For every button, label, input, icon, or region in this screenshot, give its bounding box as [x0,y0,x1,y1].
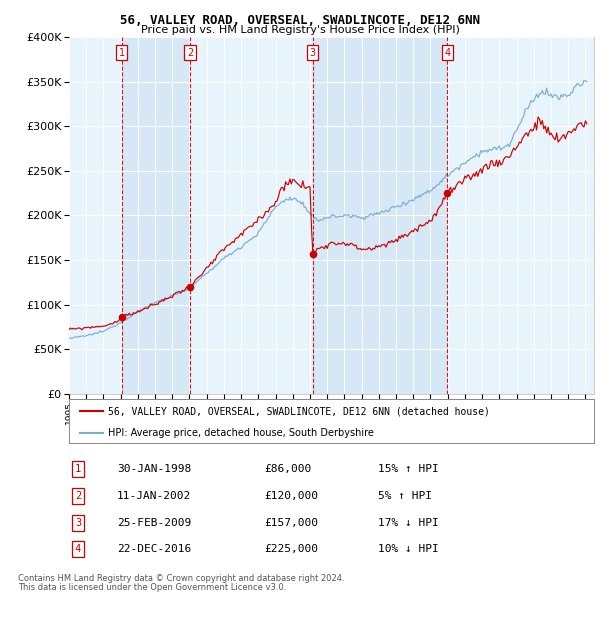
Text: Price paid vs. HM Land Registry's House Price Index (HPI): Price paid vs. HM Land Registry's House … [140,25,460,35]
Text: 56, VALLEY ROAD, OVERSEAL, SWADLINCOTE, DE12 6NN (detached house): 56, VALLEY ROAD, OVERSEAL, SWADLINCOTE, … [109,406,490,416]
Text: 10% ↓ HPI: 10% ↓ HPI [378,544,439,554]
Text: Contains HM Land Registry data © Crown copyright and database right 2024.: Contains HM Land Registry data © Crown c… [18,574,344,583]
Text: 2: 2 [75,491,81,501]
Bar [122,37,190,394]
Text: 25-FEB-2009: 25-FEB-2009 [117,518,191,528]
Text: 4: 4 [75,544,81,554]
Text: 15% ↑ HPI: 15% ↑ HPI [378,464,439,474]
Text: 3: 3 [75,518,81,528]
Text: 30-JAN-1998: 30-JAN-1998 [117,464,191,474]
Text: £120,000: £120,000 [264,491,318,501]
Text: 4: 4 [444,48,451,58]
Text: £86,000: £86,000 [264,464,311,474]
Text: 56, VALLEY ROAD, OVERSEAL, SWADLINCOTE, DE12 6NN: 56, VALLEY ROAD, OVERSEAL, SWADLINCOTE, … [120,14,480,27]
Text: This data is licensed under the Open Government Licence v3.0.: This data is licensed under the Open Gov… [18,583,286,592]
Text: 3: 3 [310,48,316,58]
Text: 11-JAN-2002: 11-JAN-2002 [117,491,191,501]
Text: 2: 2 [187,48,193,58]
Text: 1: 1 [75,464,81,474]
Text: £157,000: £157,000 [264,518,318,528]
Bar [313,37,448,394]
Text: £225,000: £225,000 [264,544,318,554]
Text: 22-DEC-2016: 22-DEC-2016 [117,544,191,554]
Text: 17% ↓ HPI: 17% ↓ HPI [378,518,439,528]
Text: HPI: Average price, detached house, South Derbyshire: HPI: Average price, detached house, Sout… [109,428,374,438]
Text: 5% ↑ HPI: 5% ↑ HPI [378,491,432,501]
Text: 1: 1 [119,48,125,58]
